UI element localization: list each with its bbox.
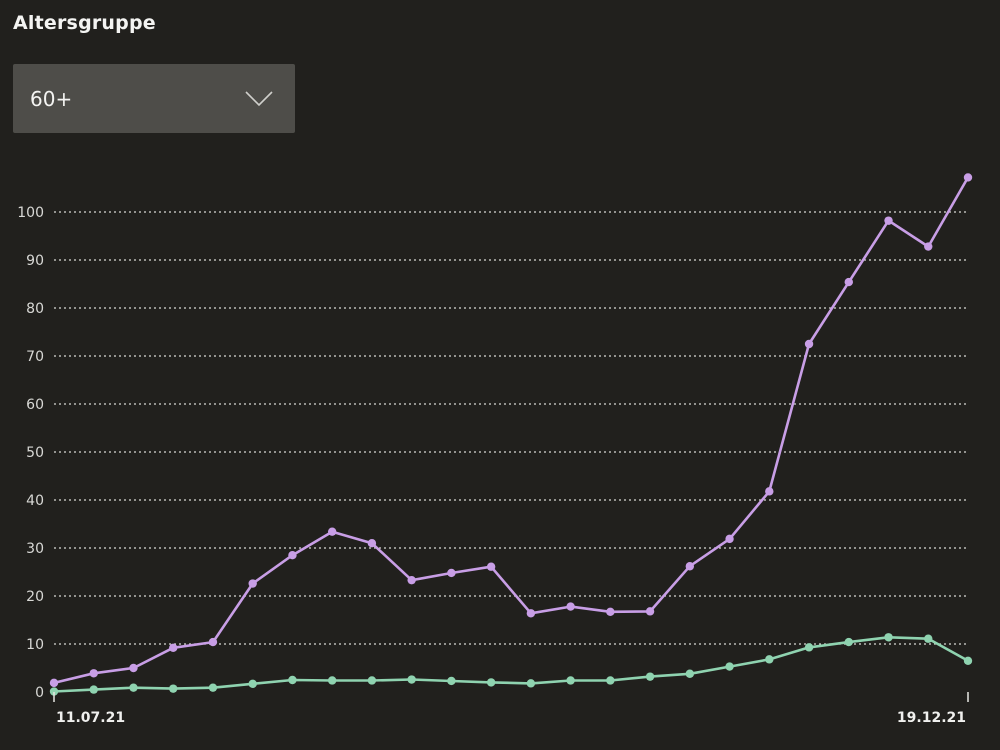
- series-1-point: [765, 487, 774, 496]
- series-1-point: [924, 242, 933, 251]
- series-1-point: [327, 527, 337, 536]
- series-1-point: [169, 643, 178, 653]
- y-tick-label: 0: [35, 685, 44, 701]
- series-2-point: [89, 685, 98, 694]
- series-2-point: [447, 676, 456, 686]
- series-1-point: [129, 663, 138, 673]
- y-tick-label: 60: [26, 397, 44, 413]
- y-tick-label: 10: [26, 637, 44, 653]
- series-2-point: [924, 634, 933, 643]
- series-2-point: [367, 676, 377, 685]
- series-1-point: [526, 609, 536, 618]
- x-start-label: 11.07.21: [56, 710, 125, 726]
- series-2-point: [288, 675, 297, 685]
- series-1-point: [367, 539, 377, 548]
- series-2-point: [407, 675, 416, 684]
- series-2-point: [645, 672, 655, 681]
- series-1-point: [288, 551, 297, 560]
- series-1-point: [566, 602, 575, 611]
- series-2-point: [208, 683, 218, 692]
- series-2-point: [804, 643, 814, 652]
- series-2-point: [327, 676, 337, 685]
- series-1-point: [89, 669, 98, 678]
- series-2-point: [606, 676, 615, 685]
- series-1-point: [804, 339, 814, 349]
- series-2-point: [486, 678, 496, 687]
- series-2-point: [765, 655, 774, 664]
- series-1-point: [606, 607, 615, 617]
- series-2-point: [725, 662, 734, 671]
- series-2-point: [49, 687, 59, 696]
- series-1-point: [407, 575, 416, 585]
- series-2-point: [248, 679, 257, 689]
- y-tick-label: 30: [26, 541, 44, 557]
- series-1-point: [486, 562, 496, 571]
- series-2-point: [685, 669, 695, 678]
- series-1-point: [685, 562, 695, 571]
- series-1-point: [884, 216, 893, 225]
- series-line-2: [53, 636, 969, 693]
- series-2-point: [963, 656, 973, 665]
- series-2-point: [884, 633, 893, 642]
- series-1-point: [963, 173, 973, 182]
- series-2-point: [526, 679, 536, 688]
- series-1-point: [49, 678, 59, 688]
- series-1-point: [844, 277, 853, 287]
- series-1-point: [248, 579, 257, 588]
- dropdown-selected-value: 60+: [30, 86, 73, 111]
- chevron-down-icon: [245, 90, 273, 106]
- x-end-label: 19.12.21: [897, 710, 966, 726]
- series-2-point: [566, 676, 575, 685]
- series-1-point: [447, 568, 456, 578]
- y-tick-label: 50: [26, 445, 44, 461]
- series-1-point: [645, 607, 655, 616]
- series-2-point: [169, 684, 178, 693]
- series-1-point: [208, 637, 218, 647]
- y-tick-label: 90: [26, 253, 44, 269]
- y-tick-label: 100: [17, 205, 44, 221]
- series-2-point: [844, 637, 853, 647]
- y-tick-label: 80: [26, 301, 44, 317]
- series-1-point: [725, 534, 734, 544]
- y-tick-label: 20: [26, 589, 44, 605]
- age-group-dropdown[interactable]: 60+: [13, 64, 295, 133]
- y-tick-label: 40: [26, 493, 44, 509]
- series-2-point: [129, 683, 138, 692]
- filter-label: Altersgruppe: [13, 12, 156, 34]
- series-line-1: [53, 176, 970, 685]
- y-tick-label: 70: [26, 349, 44, 365]
